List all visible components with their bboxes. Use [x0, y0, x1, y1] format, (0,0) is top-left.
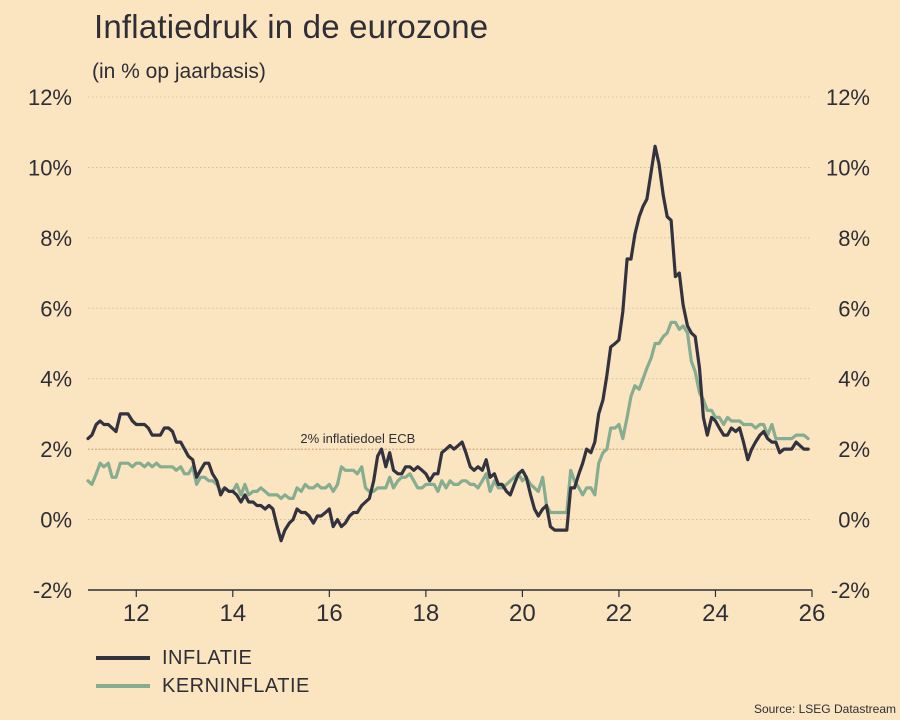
legend-label-inflatie: INFLATIE: [162, 646, 253, 669]
y-tick-label-left: 12%: [28, 85, 72, 110]
x-tick-label: 24: [702, 600, 729, 627]
y-tick-label-right: -2%: [831, 578, 870, 603]
target-line-group: 2% inflatiedoel ECB: [88, 431, 812, 450]
y-tick-label-right: 0%: [838, 508, 870, 533]
legend-item-kerninflatie[interactable]: KERNINFLATIE: [96, 672, 310, 700]
x-tick-label: 12: [123, 600, 150, 627]
legend: INFLATIE KERNINFLATIE: [96, 644, 310, 700]
y-tick-label-left: 4%: [40, 367, 72, 392]
y-tick-label-right: 10%: [826, 155, 870, 180]
line-chart: 2% inflatiedoel ECB -2% -2% 0% 0% 2% 2% 4% 4% 6%…: [28, 85, 870, 627]
chart-subtitle: (in % op jaarbasis): [92, 60, 266, 83]
y-tick-label-right: 8%: [838, 226, 870, 251]
series-line-inflatie: [86, 144, 810, 543]
gridlines: [88, 96, 812, 520]
y-tick-label-right: 6%: [838, 296, 870, 321]
series-lines: [86, 144, 810, 543]
axes: -2% -2% 0% 0% 2% 2% 4% 4% 6% 6% 8% 8% 10% 10% 12% 12% 12…: [28, 85, 870, 627]
y-tick-label-left: 10%: [28, 155, 72, 180]
x-tick-label: 18: [413, 600, 440, 627]
target-annotation: 2% inflatiedoel ECB: [300, 431, 415, 446]
x-tick-label: 26: [799, 600, 826, 627]
y-tick-label-right: 2%: [838, 437, 870, 462]
legend-item-inflatie[interactable]: INFLATIE: [96, 644, 310, 672]
source-note: Source: LSEG Datastream: [753, 702, 896, 716]
legend-swatch-kerninflatie: [96, 684, 150, 688]
x-tick-label: 22: [606, 600, 633, 627]
x-tick-label: 16: [316, 600, 343, 627]
y-tick-label-right: 4%: [838, 367, 870, 392]
x-tick-label: 14: [219, 600, 246, 627]
legend-swatch-inflatie: [96, 656, 150, 660]
chart-title: Inflatiedruk in de eurozone: [94, 8, 489, 45]
x-tick-label: 20: [509, 600, 536, 627]
y-tick-label-left: 2%: [40, 437, 72, 462]
y-tick-label-left: 6%: [40, 296, 72, 321]
y-tick-label-left: 0%: [40, 508, 72, 533]
y-tick-label-left: 8%: [40, 226, 72, 251]
y-tick-label-left: -2%: [33, 578, 72, 603]
y-tick-label-right: 12%: [826, 85, 870, 110]
legend-label-kerninflatie: KERNINFLATIE: [162, 674, 310, 697]
series-line-kerninflatie: [86, 320, 810, 515]
